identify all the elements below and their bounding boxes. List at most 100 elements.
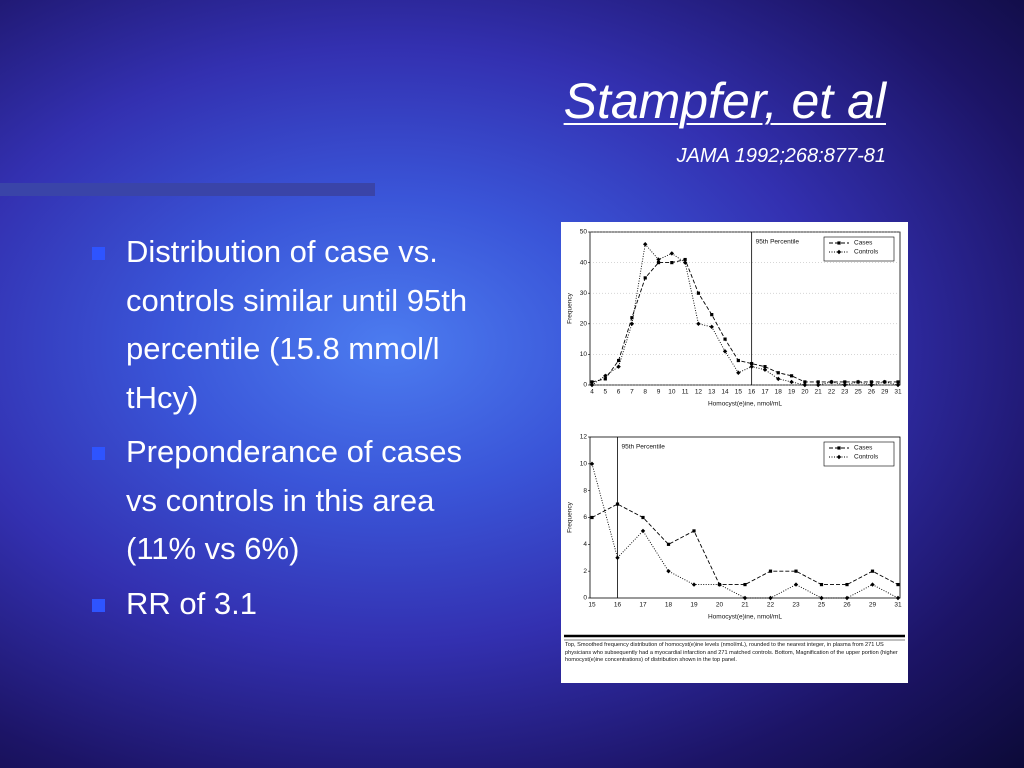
data-point (870, 582, 875, 587)
series-line (591, 463, 899, 599)
data-point (589, 461, 595, 467)
bullet-text: Preponderance of cases vs controls in th… (126, 434, 463, 566)
x-tick-label: 10 (668, 389, 676, 396)
data-point (869, 380, 873, 384)
data-point (709, 324, 714, 330)
x-tick-label: 21 (815, 389, 823, 396)
data-point (816, 380, 820, 384)
legend-marker (836, 454, 842, 460)
bullet-marker (92, 598, 105, 612)
plot-frame (589, 231, 901, 386)
data-point (776, 376, 781, 382)
x-tick-label: 23 (792, 602, 800, 609)
series-line (591, 259, 898, 383)
data-point (789, 379, 794, 385)
data-point (669, 251, 675, 256)
data-point (643, 276, 647, 280)
data-point (869, 382, 874, 388)
y-tick-label: 0 (583, 595, 587, 602)
data-point (666, 568, 671, 574)
data-point (656, 261, 661, 265)
bullet: Distribution of case vs. controls simila… (90, 228, 485, 422)
x-tick-label: 14 (721, 389, 729, 396)
x-tick-label: 31 (894, 602, 902, 609)
data-point (696, 321, 701, 326)
data-point (776, 371, 780, 375)
y-tick-label: 6 (583, 514, 587, 521)
data-point (629, 321, 635, 326)
annotation: 95th Percentile (622, 444, 666, 451)
data-point (895, 595, 901, 601)
data-point (803, 380, 807, 384)
x-tick-label: 29 (869, 602, 877, 609)
x-tick-label: 19 (788, 389, 796, 396)
slide-title: Stampfer, et al (563, 73, 886, 129)
data-point (750, 361, 754, 366)
data-point (819, 595, 824, 601)
annotation: 95th Percentile (756, 239, 800, 246)
y-tick-label: 4 (583, 541, 587, 548)
data-point (742, 595, 748, 601)
data-point (895, 382, 901, 388)
legend-box (823, 236, 895, 262)
caption: Top, Smoothed frequency distribution of … (565, 642, 898, 664)
data-point (736, 370, 741, 375)
data-point (683, 257, 687, 262)
legend-marker (836, 249, 842, 255)
x-tick-label: 15 (735, 389, 743, 396)
data-point (717, 582, 722, 587)
data-point (691, 582, 697, 587)
data-point (630, 316, 634, 320)
data-point (789, 374, 794, 378)
x-tick-label: 16 (614, 602, 622, 609)
data-point (722, 349, 728, 354)
x-tick-label: 21 (741, 602, 749, 609)
y-tick-label: 30 (580, 290, 588, 297)
bullet-marker (92, 447, 105, 460)
y-tick-label: 8 (583, 487, 587, 494)
x-tick-label: 13 (708, 389, 716, 396)
data-point (870, 569, 875, 573)
bullet-list: Distribution of case vs. controls simila… (90, 228, 485, 634)
y-tick-label: 50 (580, 229, 588, 236)
x-tick-label: 23 (841, 389, 849, 396)
data-point (896, 582, 900, 587)
y-tick-label: 0 (583, 382, 587, 389)
bullet-text: Distribution of case vs. controls simila… (126, 234, 468, 415)
legend-label: Cases (854, 240, 873, 247)
x-tick-label: 9 (657, 389, 661, 396)
x-tick-label: 18 (665, 602, 673, 609)
data-point (710, 313, 714, 317)
x-tick-label: 16 (748, 389, 756, 396)
y-tick-label: 10 (580, 461, 588, 468)
slide-subtitle: JAMA 1992;268:877-81 (676, 145, 886, 167)
x-tick-label: 26 (843, 602, 851, 609)
data-point (829, 379, 834, 385)
bullet: Preponderance of cases vs controls in th… (90, 428, 485, 574)
x-tick-label: 17 (761, 389, 769, 396)
accent-bar (0, 183, 375, 196)
data-point (643, 242, 648, 247)
y-tick-label: 12 (580, 434, 588, 441)
data-point (615, 555, 620, 560)
data-point (743, 582, 747, 587)
y-tick-label: 20 (580, 321, 588, 328)
y-axis-label: Frequency (567, 501, 574, 532)
data-point (802, 382, 808, 388)
data-point (615, 502, 620, 506)
data-point (666, 542, 671, 546)
x-tick-label: 29 (881, 389, 889, 396)
data-point (844, 595, 850, 601)
data-point (603, 377, 607, 381)
data-point (768, 569, 773, 573)
x-tick-label: 25 (818, 602, 826, 609)
series-line (591, 243, 899, 386)
x-tick-label: 26 (868, 389, 876, 396)
legend-marker (837, 446, 841, 450)
x-tick-label: 8 (643, 389, 647, 396)
x-tick-label: 19 (690, 602, 698, 609)
data-point (641, 515, 645, 520)
y-tick-label: 10 (580, 351, 588, 358)
data-point (670, 261, 674, 265)
